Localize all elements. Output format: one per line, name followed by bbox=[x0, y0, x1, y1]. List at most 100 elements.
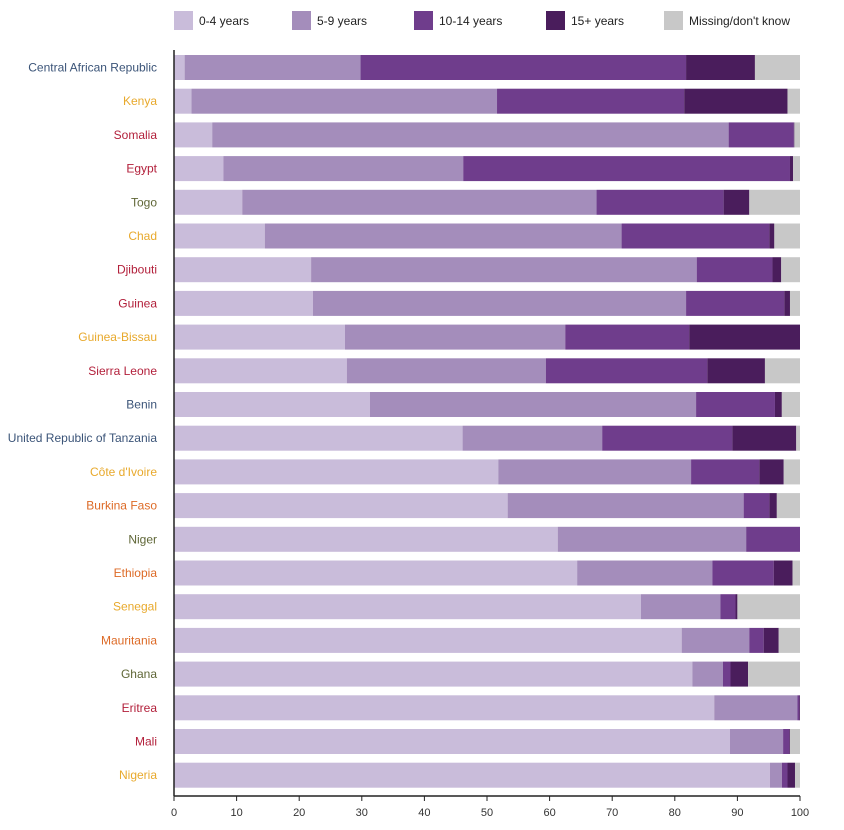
x-tick-label-30: 30 bbox=[356, 807, 368, 819]
bar-sierra-leone-5-9-years bbox=[346, 358, 546, 384]
legend-label-15-years: 15+ years bbox=[571, 14, 624, 28]
category-label-c-te-d-ivoire: Côte d'Ivoire bbox=[90, 465, 157, 479]
legend-swatch-0-4-years bbox=[174, 11, 193, 30]
bar-nigeria-10-14-years bbox=[781, 762, 788, 788]
bar-burkina-faso-5-9-years bbox=[507, 493, 744, 519]
bar-senegal-5-9-years bbox=[641, 594, 721, 620]
x-tick-label-50: 50 bbox=[481, 807, 493, 819]
bar-niger-10-14-years bbox=[746, 526, 800, 552]
bar-senegal-10-14-years bbox=[720, 594, 736, 620]
bar-ghana-10-14-years bbox=[723, 661, 731, 687]
x-tick-label-40: 40 bbox=[418, 807, 430, 819]
bar-guinea-bissau-15-years bbox=[689, 324, 800, 350]
bar-sierra-leone-missing-don-t-know bbox=[764, 358, 800, 384]
bar-egypt-5-9-years bbox=[223, 156, 464, 182]
bar-kenya-0-4-years bbox=[174, 88, 192, 114]
bar-benin-missing-don-t-know bbox=[781, 392, 800, 417]
bar-ghana-0-4-years bbox=[174, 661, 693, 687]
legend: 0-4 years 5-9 years 10-14 years 15+ years Mi… bbox=[174, 11, 790, 30]
bar-chad-missing-don-t-know bbox=[774, 223, 800, 249]
bar-mali-missing-don-t-know bbox=[789, 729, 800, 754]
bar-kenya-15-years bbox=[684, 88, 788, 114]
bar-guinea-15-years bbox=[784, 290, 790, 316]
legend-label-5-9-years: 5-9 years bbox=[317, 14, 367, 28]
x-axis-ticks: 0 10 20 30 40 50 60 70 80 90 100 bbox=[171, 796, 809, 819]
bar-niger-0-4-years bbox=[174, 526, 558, 552]
category-label-togo: Togo bbox=[131, 195, 157, 209]
category-label-djibouti: Djibouti bbox=[117, 263, 157, 277]
bar-ethiopia-15-years bbox=[773, 560, 793, 586]
bar-togo-15-years bbox=[723, 189, 750, 215]
category-label-chad: Chad bbox=[128, 229, 157, 243]
bar-djibouti-0-4-years bbox=[174, 257, 312, 283]
bar-guinea-10-14-years bbox=[686, 290, 785, 316]
bar-kenya-10-14-years bbox=[497, 88, 685, 114]
category-label-guinea: Guinea bbox=[118, 296, 157, 310]
bar-mauritania-5-9-years bbox=[681, 627, 750, 653]
legend-swatch-missing-don-t-know bbox=[664, 11, 683, 30]
bar-ghana-15-years bbox=[730, 661, 749, 687]
bar-ethiopia-10-14-years bbox=[712, 560, 774, 586]
legend-swatch-5-9-years bbox=[292, 11, 311, 30]
bar-guinea-0-4-years bbox=[174, 290, 313, 316]
bar-somalia-0-4-years bbox=[174, 122, 213, 148]
bar-kenya-5-9-years bbox=[191, 88, 498, 114]
bar-chad-10-14-years bbox=[621, 223, 770, 249]
bar-guinea-5-9-years bbox=[312, 290, 687, 316]
bar-mali-15-years bbox=[789, 729, 790, 754]
bar-united-republic-of-tanzania-5-9-years bbox=[462, 425, 603, 451]
x-tick-label-0: 0 bbox=[171, 807, 177, 819]
bar-guinea-missing-don-t-know bbox=[789, 290, 800, 316]
bar-sierra-leone-10-14-years bbox=[545, 358, 708, 384]
bar-nigeria-5-9-years bbox=[769, 762, 782, 788]
bar-djibouti-missing-don-t-know bbox=[781, 257, 800, 283]
x-tick-label-80: 80 bbox=[669, 807, 681, 819]
bar-sierra-leone-0-4-years bbox=[174, 358, 347, 384]
bar-central-african-republic-0-4-years bbox=[174, 55, 185, 80]
legend-label-missing-don-t-know: Missing/don't know bbox=[689, 14, 790, 28]
bar-mauritania-0-4-years bbox=[174, 627, 682, 653]
x-tick-label-60: 60 bbox=[543, 807, 555, 819]
category-label-kenya: Kenya bbox=[123, 94, 157, 108]
bar-egypt-0-4-years bbox=[174, 156, 224, 182]
category-label-benin: Benin bbox=[126, 398, 157, 412]
bar-mauritania-15-years bbox=[763, 627, 779, 653]
bar-ethiopia-5-9-years bbox=[577, 560, 713, 586]
legend-swatch-10-14-years bbox=[414, 11, 433, 30]
bar-eritrea-10-14-years bbox=[797, 695, 800, 721]
bar-burkina-faso-10-14-years bbox=[743, 493, 770, 519]
category-label-nigeria: Nigeria bbox=[119, 768, 157, 782]
bar-ghana-5-9-years bbox=[692, 661, 723, 687]
bar-togo-0-4-years bbox=[174, 189, 243, 215]
bar-mali-5-9-years bbox=[729, 729, 784, 754]
bar-senegal-15-years bbox=[735, 594, 738, 620]
legend-swatch-15-years bbox=[546, 11, 565, 30]
category-label-somalia: Somalia bbox=[114, 128, 158, 142]
bar-c-te-d-ivoire-5-9-years bbox=[498, 459, 692, 485]
bar-togo-5-9-years bbox=[242, 189, 597, 215]
category-label-senegal: Senegal bbox=[113, 600, 157, 614]
bar-central-african-republic-5-9-years bbox=[184, 55, 361, 80]
bar-chad-5-9-years bbox=[264, 223, 622, 249]
bar-ethiopia-missing-don-t-know bbox=[792, 560, 800, 586]
bar-somalia-5-9-years bbox=[212, 122, 729, 148]
bar-djibouti-5-9-years bbox=[311, 257, 697, 283]
bar-united-republic-of-tanzania-missing-don-t-know bbox=[796, 425, 800, 451]
x-tick-label-10: 10 bbox=[230, 807, 242, 819]
bar-niger-5-9-years bbox=[557, 526, 747, 552]
bar-chad-0-4-years bbox=[174, 223, 265, 249]
bar-united-republic-of-tanzania-10-14-years bbox=[602, 425, 733, 451]
bar-benin-5-9-years bbox=[369, 392, 697, 417]
category-label-egypt: Egypt bbox=[126, 162, 157, 176]
bar-mali-0-4-years bbox=[174, 729, 730, 754]
bar-burkina-faso-15-years bbox=[769, 493, 777, 519]
legend-label-0-4-years: 0-4 years bbox=[199, 14, 249, 28]
category-label-ghana: Ghana bbox=[121, 667, 157, 681]
bar-c-te-d-ivoire-missing-don-t-know bbox=[783, 459, 800, 485]
x-tick-label-70: 70 bbox=[606, 807, 618, 819]
bar-guinea-bissau-5-9-years bbox=[344, 324, 566, 350]
bar-nigeria-missing-don-t-know bbox=[794, 762, 800, 788]
bar-benin-15-years bbox=[774, 392, 782, 417]
bar-c-te-d-ivoire-15-years bbox=[759, 459, 784, 485]
bar-guinea-bissau-0-4-years bbox=[174, 324, 345, 350]
